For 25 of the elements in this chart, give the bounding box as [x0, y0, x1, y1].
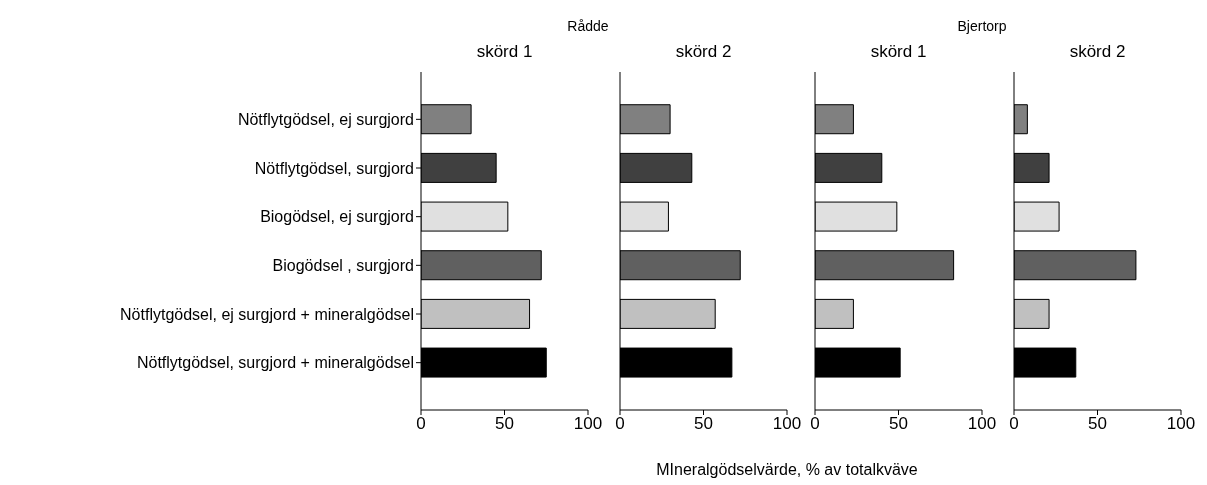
x-tick-label: 100: [573, 414, 603, 434]
y-tick-label: Biogödsel , surgjord: [272, 257, 414, 275]
y-tick-label: Nötflytgödsel, surgjord: [254, 159, 414, 177]
chart-title: skörd 1: [475, 42, 534, 62]
x-tick-label: 100: [967, 414, 997, 434]
x-tick-label: 0: [1009, 414, 1019, 434]
y-tick-label: Nötflytgödsel, surgjord + mineralgödsel: [136, 354, 414, 372]
x-tick-label: 50: [694, 414, 713, 434]
y-tick-label: Nötflytgödsel, ej surgjord + mineralgödsel: [120, 305, 414, 323]
y-tick-label: Biogödsel, ej surgjord: [260, 208, 414, 226]
chart-title: skörd 1: [869, 42, 928, 62]
x-tick-label: 50: [1088, 414, 1107, 434]
x-tick-label: 0: [615, 414, 625, 434]
y-tick-label: Nötflytgödsel, ej surgjord: [237, 111, 414, 129]
x-tick-label: 0: [416, 414, 426, 434]
chart-title: skörd 2: [674, 42, 733, 62]
text: Rådde: [566, 18, 610, 34]
x-tick-label: 0: [810, 414, 820, 434]
x-tick-label: 100: [772, 414, 802, 434]
x-tick-label: 50: [495, 414, 514, 434]
text: Bjertorp: [956, 18, 1008, 34]
x-tick-label: 50: [889, 414, 908, 434]
x-axis-title: MIneralgödselvärde, % av totalkväve: [655, 461, 919, 479]
x-tick-label: 100: [1166, 414, 1196, 434]
chart-title: skörd 2: [1068, 42, 1127, 62]
